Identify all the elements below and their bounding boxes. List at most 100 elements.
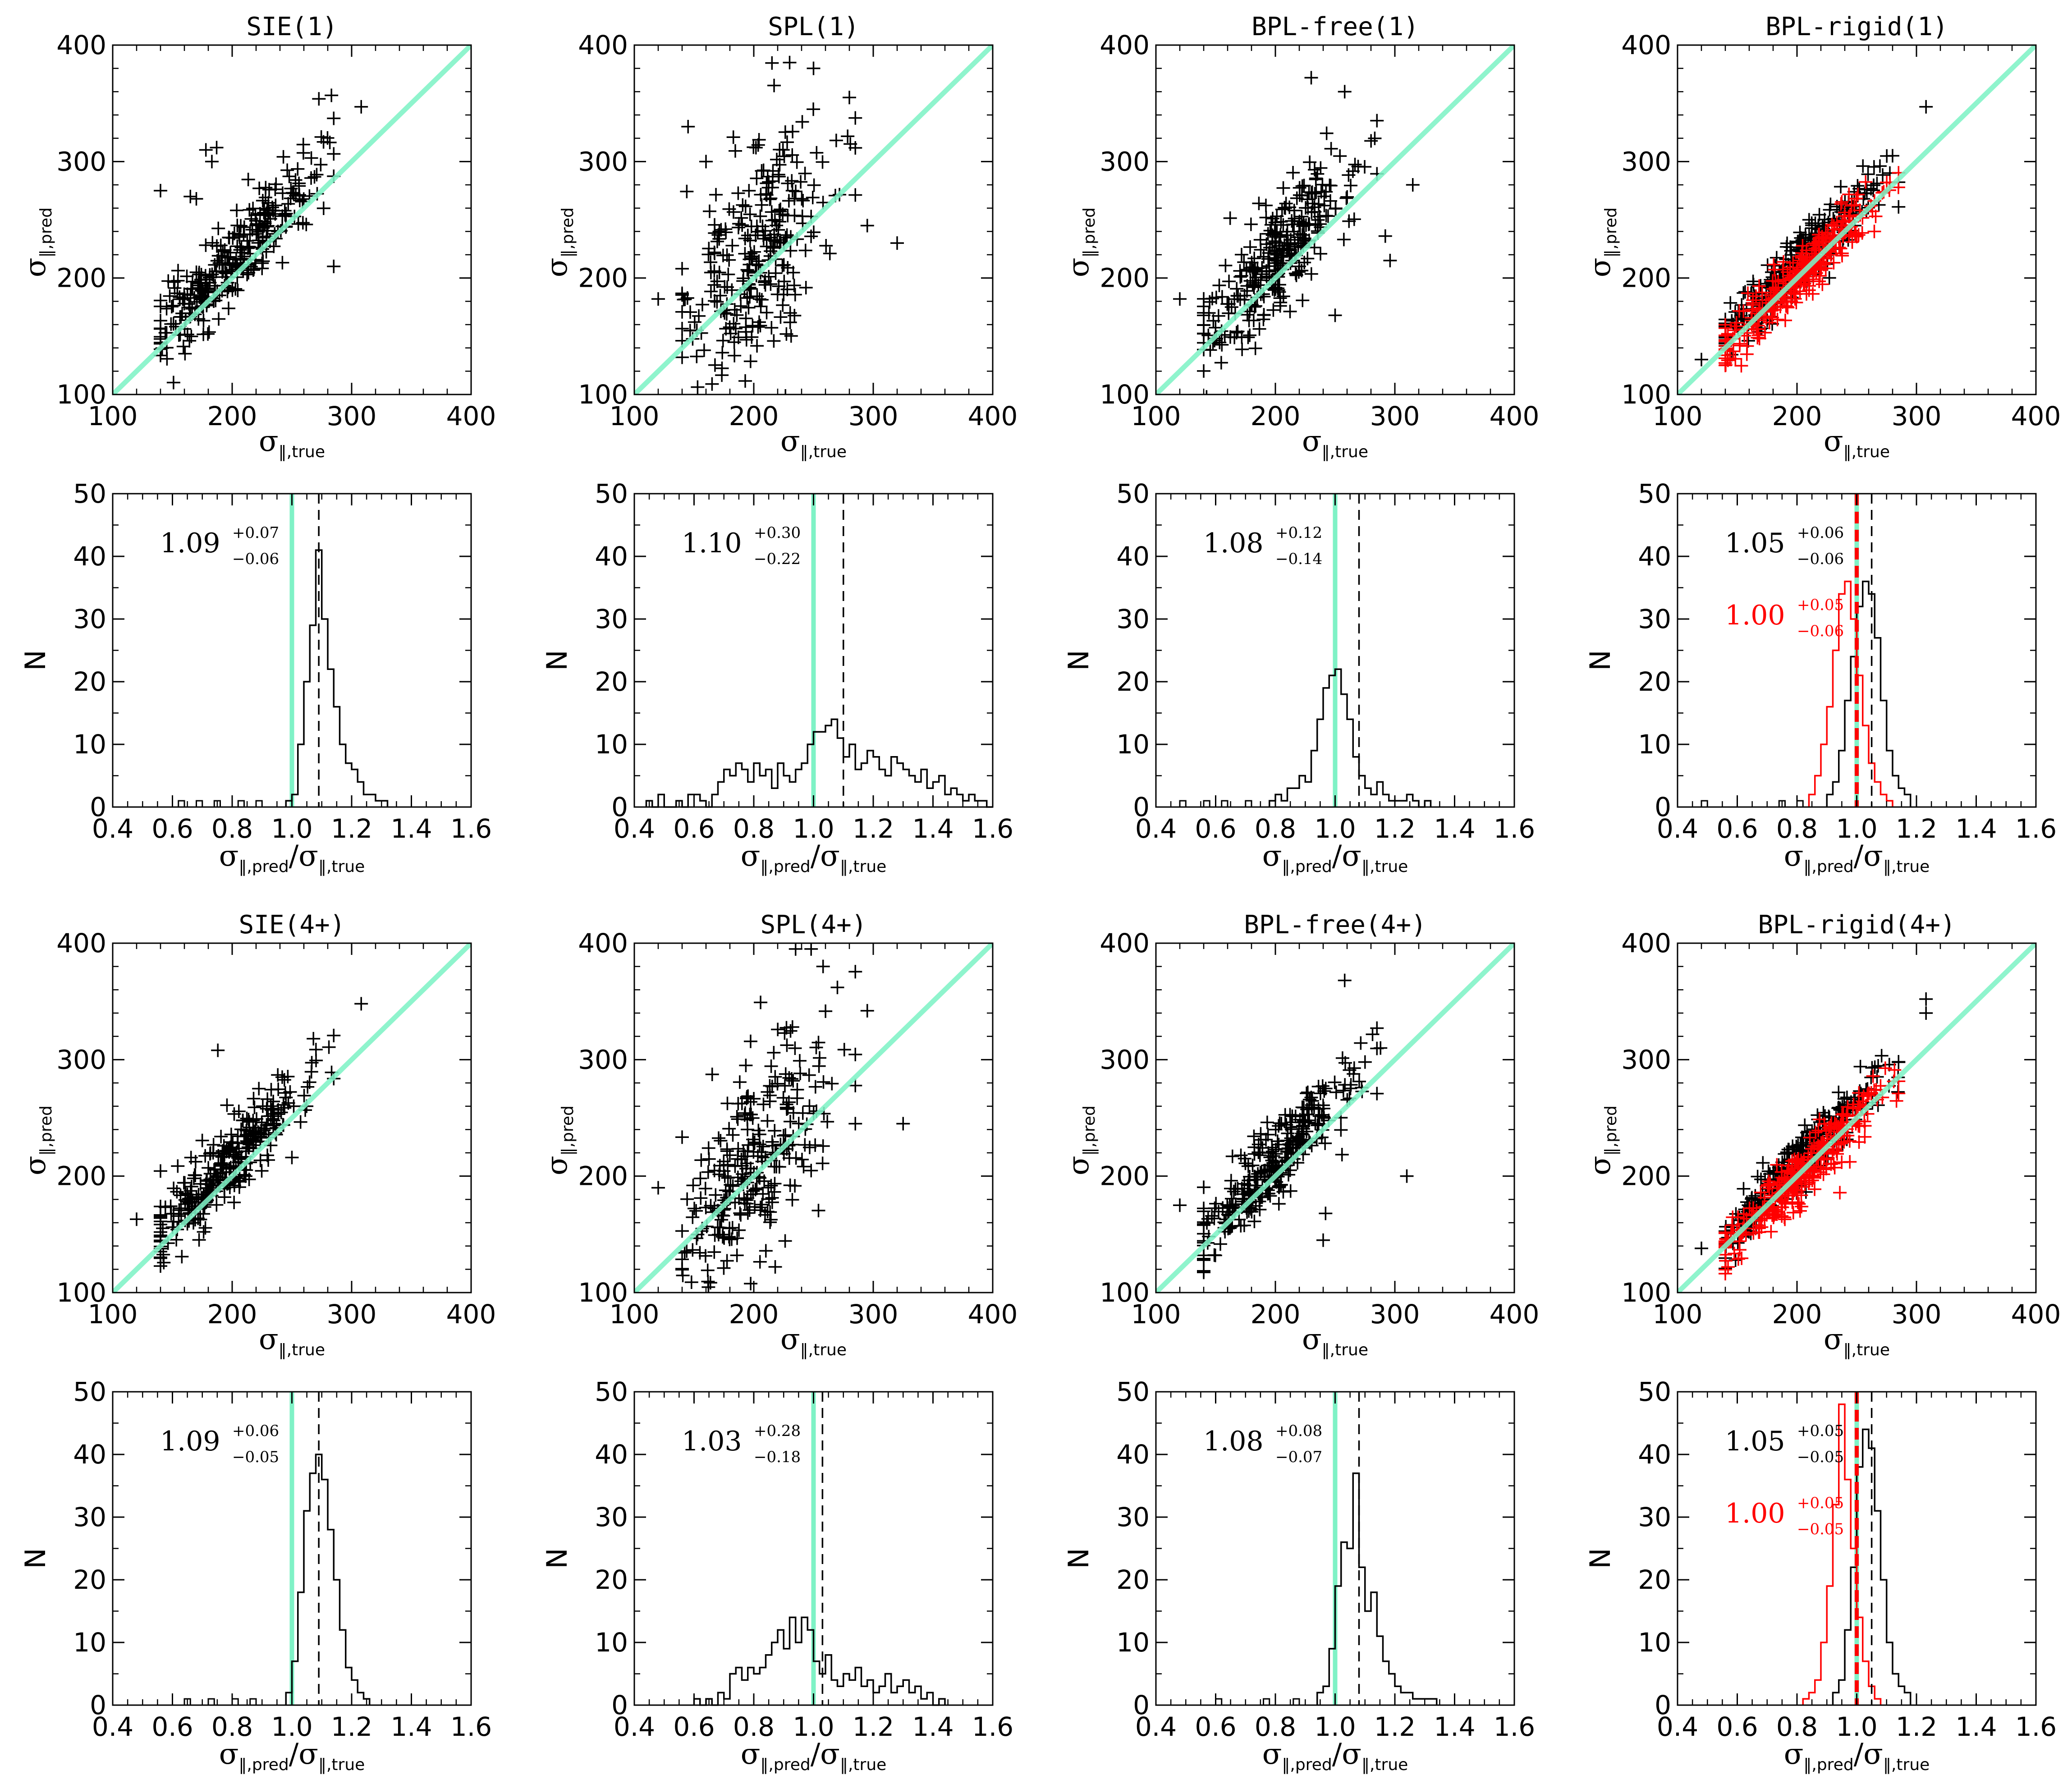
data-point-black: [767, 334, 781, 348]
data-point-black: [764, 1059, 778, 1073]
data-point-black: [1324, 179, 1338, 193]
data-point-black: [1334, 1123, 1348, 1137]
data-point-black: [717, 1261, 731, 1275]
data-point-red: [1845, 235, 1859, 249]
data-point-black: [705, 377, 719, 391]
data-point-red: [1816, 1135, 1830, 1149]
upper-error-label: +0.06: [232, 1422, 279, 1440]
data-point-red: [1719, 1267, 1732, 1281]
data-point-black: [753, 1255, 767, 1269]
data-point-black: [678, 1246, 692, 1260]
data-point-black: [794, 175, 808, 189]
data-point-outlier: [1319, 1206, 1333, 1220]
x-axis-label: σ‖,pred/σ‖,true: [741, 1738, 887, 1774]
data-point-black: [743, 1107, 757, 1121]
data-point-black: [275, 209, 289, 223]
data-point-red: [1752, 279, 1766, 293]
data-point-outlier: [1406, 178, 1420, 192]
data-point-black: [1352, 1074, 1366, 1088]
lower-error-label: −0.22: [754, 550, 801, 568]
data-point-black: [761, 170, 775, 183]
y-tick-label: 50: [1638, 478, 1671, 509]
data-point-black: [784, 1115, 798, 1128]
data-point-black: [784, 244, 798, 258]
data-point-black: [1822, 271, 1836, 285]
data-point-black: [211, 221, 225, 235]
histogram-bin-sparse: [1215, 1698, 1223, 1705]
data-point-black: [1266, 303, 1280, 317]
data-point-black: [761, 1114, 775, 1128]
data-point-black: [278, 204, 292, 218]
x-axis-label: σ‖,true: [259, 425, 325, 461]
x-tick-label: 100: [1131, 401, 1181, 431]
data-point-outlier: [1173, 1198, 1187, 1212]
data-point-outlier: [807, 61, 821, 75]
data-point-black: [726, 1179, 740, 1193]
data-point-black: [825, 1077, 839, 1091]
data-point-black: [1276, 218, 1290, 232]
data-point-red: [1764, 1225, 1778, 1238]
data-point-black: [1233, 270, 1247, 284]
data-point-black: [1230, 289, 1244, 303]
median-value-label: 1.00: [1725, 600, 1785, 631]
data-point-black: [688, 1202, 701, 1215]
median-value-label: 1.05: [1725, 527, 1785, 559]
data-point-black: [192, 1233, 206, 1247]
histogram-panel-bplr4h: 0.4 0.6 0.8 1.0 1.2 1.4 1.6 0 10 20 30 40 50 1.05 +0.0…: [1584, 1376, 2057, 1774]
median-value-label: 1.08: [1203, 1426, 1264, 1457]
data-point-outlier: [299, 217, 313, 231]
y-tick-label: 400: [1100, 30, 1150, 60]
data-point-black: [211, 1172, 225, 1186]
data-point-black: [1252, 322, 1266, 336]
data-point-black: [1250, 1173, 1264, 1187]
data-point-black: [212, 256, 226, 270]
data-point-black: [677, 419, 690, 433]
data-point-black: [675, 321, 689, 335]
data-point-black: [728, 303, 742, 317]
data-point-black: [214, 1129, 228, 1143]
data-point-black: [726, 205, 740, 219]
data-point-black: [756, 1187, 770, 1201]
data-point-black: [240, 1137, 254, 1151]
data-point-red: [1726, 344, 1740, 358]
data-point-black: [793, 1066, 807, 1080]
data-point-black: [225, 1135, 238, 1149]
data-point-black: [199, 275, 213, 289]
data-point-black: [256, 193, 270, 207]
data-point-black: [1232, 1213, 1246, 1227]
data-point-black: [796, 193, 810, 207]
data-point-black: [684, 1275, 698, 1289]
y-tick-label: 20: [73, 666, 106, 697]
data-point-outlier: [199, 143, 213, 157]
data-point-black: [686, 1243, 700, 1257]
y-tick-label: 30: [73, 604, 106, 634]
data-point-black: [1370, 114, 1384, 128]
scatter-body: [1156, 943, 1514, 1293]
x-tick-label: 200: [729, 401, 779, 431]
data-point-black: [327, 147, 341, 161]
data-point-black: [1324, 142, 1338, 156]
x-axis-label: σ‖,pred/σ‖,true: [1262, 1738, 1408, 1774]
data-point-black: [751, 225, 765, 239]
x-tick-label: 1.6: [2015, 1711, 2057, 1742]
data-point-outlier: [1383, 253, 1397, 267]
data-point-outlier: [211, 1043, 225, 1057]
data-point-black: [1249, 271, 1263, 284]
data-point-black: [739, 320, 753, 334]
data-point-red: [1839, 1109, 1853, 1123]
x-tick-label: 0.6: [673, 1711, 715, 1742]
y-tick-label: 300: [1621, 146, 1671, 177]
data-point-outlier: [189, 192, 203, 206]
data-point-black: [220, 1098, 234, 1112]
data-point-black: [171, 264, 185, 278]
data-point-black: [1782, 1146, 1796, 1160]
x-tick-label: 0.8: [1255, 1711, 1296, 1742]
data-point-black: [753, 1203, 767, 1217]
data-point-black: [795, 1152, 809, 1166]
data-point-black: [768, 213, 782, 227]
data-point-black: [675, 1224, 689, 1238]
data-point-black: [1251, 278, 1265, 292]
data-point-red: [1819, 1124, 1833, 1138]
x-tick-label: 300: [1892, 1299, 1942, 1330]
data-point-red: [1746, 293, 1760, 307]
